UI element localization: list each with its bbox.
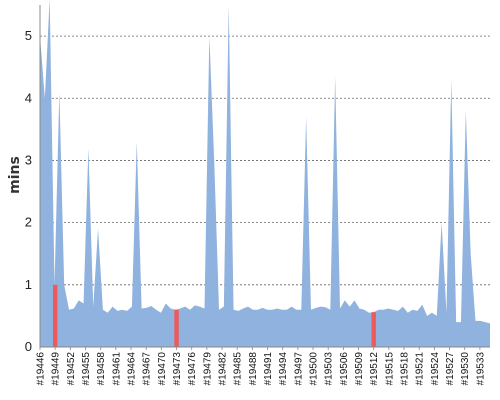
x-tick-label: #19491 — [263, 352, 274, 386]
y-tick-label: 0 — [25, 339, 32, 354]
area-series — [40, 0, 490, 347]
x-tick-label: #19494 — [278, 352, 289, 386]
x-tick-label: #19452 — [66, 352, 77, 386]
x-tick-label: #19515 — [384, 352, 395, 386]
x-tick-label: #19449 — [51, 352, 62, 386]
x-tick-label: #19503 — [324, 352, 335, 386]
series-area — [40, 0, 490, 347]
x-tick-label: #19488 — [248, 352, 259, 386]
y-axis-label: mins — [7, 156, 23, 194]
x-tick-label: #19518 — [400, 352, 411, 386]
x-tick-label: #19467 — [142, 352, 153, 386]
highlight-bar — [174, 309, 179, 347]
x-tick-label: #19470 — [157, 352, 168, 386]
x-tick-labels: #19446 #19449 #19452 #19455 #19458 #19461 #194… — [36, 347, 486, 386]
x-tick-label: #19506 — [339, 352, 350, 386]
axes — [39, 5, 490, 348]
x-tick-label: #19524 — [430, 352, 441, 386]
highlight-bar — [371, 312, 376, 347]
x-tick-label: #19527 — [445, 352, 456, 386]
y-tick-label: 5 — [25, 28, 32, 43]
x-tick-label: #19479 — [202, 352, 213, 386]
y-tick-labels: 0 1 2 3 4 5 — [25, 28, 32, 354]
x-tick-label: #19473 — [172, 352, 183, 386]
y-tick-label: 3 — [25, 152, 32, 167]
x-tick-label: #19497 — [293, 352, 304, 386]
y-tick-label: 4 — [25, 90, 32, 105]
x-tick-label: #19455 — [81, 352, 92, 386]
x-tick-label: #19512 — [369, 352, 380, 386]
x-tick-label: #19485 — [233, 352, 244, 386]
x-tick-label: #19482 — [218, 352, 229, 386]
x-tick-label: #19461 — [111, 352, 122, 386]
highlight-bars — [52, 284, 376, 347]
x-tick-label: #19533 — [475, 352, 486, 386]
highlight-bar — [52, 284, 58, 347]
x-tick-label: #19464 — [127, 352, 138, 386]
x-tick-label: #19476 — [187, 352, 198, 386]
x-tick-label: #19458 — [96, 352, 107, 386]
y-tick-label: 2 — [25, 215, 32, 230]
y-tick-label: 1 — [25, 277, 32, 292]
x-tick-label: #19521 — [415, 352, 426, 386]
grid-lines — [40, 35, 490, 286]
x-tick-label: #19500 — [309, 352, 320, 386]
x-tick-label: #19509 — [354, 352, 365, 386]
x-tick-label: #19446 — [36, 352, 47, 386]
x-tick-label: #19530 — [460, 352, 471, 386]
